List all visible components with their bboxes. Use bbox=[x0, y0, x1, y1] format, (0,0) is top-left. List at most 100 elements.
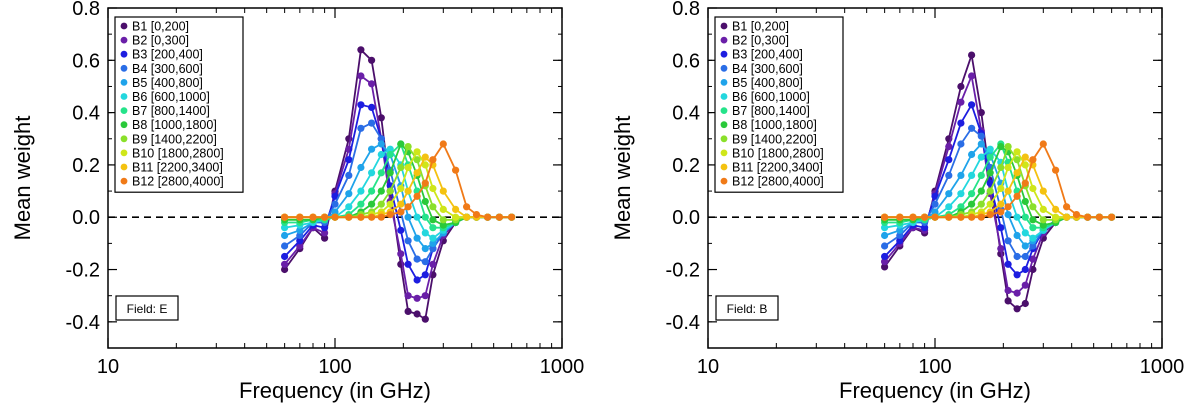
y-tick-label: 0.0 bbox=[672, 207, 700, 229]
data-point bbox=[1063, 203, 1071, 211]
data-point bbox=[421, 271, 429, 279]
legend-label: B5 [400,800] bbox=[732, 76, 803, 90]
data-point bbox=[986, 211, 994, 219]
data-point bbox=[429, 203, 437, 211]
data-point bbox=[977, 132, 985, 140]
series-5 bbox=[281, 140, 516, 253]
legend-label: B4 [300,600] bbox=[132, 62, 203, 76]
legend-label: B12 [2800,4000] bbox=[732, 175, 824, 189]
data-point bbox=[997, 163, 1005, 172]
data-point bbox=[968, 72, 976, 80]
legend-label: B4 [300,600] bbox=[732, 62, 803, 76]
legend-box bbox=[114, 16, 244, 193]
data-point bbox=[1029, 156, 1037, 164]
data-point bbox=[968, 200, 976, 208]
data-point bbox=[429, 216, 437, 224]
data-point bbox=[986, 153, 994, 161]
data-point bbox=[357, 46, 365, 54]
data-point bbox=[421, 213, 429, 221]
y-tick-label: 0.6 bbox=[72, 50, 100, 72]
data-point bbox=[296, 231, 304, 240]
data-point bbox=[439, 221, 447, 229]
legend-label: B2 [0,300] bbox=[132, 34, 189, 48]
legend-label: B6 [600,1000] bbox=[732, 90, 810, 104]
data-point bbox=[931, 200, 939, 208]
legend-label: B10 [1800,2800] bbox=[732, 146, 824, 160]
data-point bbox=[421, 292, 429, 300]
y-tick-label: 0.2 bbox=[672, 155, 700, 177]
x-tick-label: 10 bbox=[697, 356, 719, 378]
data-point bbox=[386, 150, 394, 159]
data-point bbox=[413, 255, 421, 263]
data-point bbox=[1029, 224, 1037, 232]
data-point bbox=[331, 200, 339, 208]
legend-label: B9 [1400,2200] bbox=[132, 132, 217, 146]
data-point bbox=[296, 213, 304, 221]
data-point bbox=[463, 203, 471, 211]
data-point bbox=[997, 143, 1005, 151]
data-point bbox=[881, 263, 889, 271]
data-point bbox=[345, 203, 353, 211]
data-point bbox=[368, 145, 376, 153]
legend-label: B10 [1800,2800] bbox=[132, 146, 224, 160]
data-point bbox=[495, 213, 503, 221]
data-point bbox=[357, 200, 365, 208]
data-point bbox=[368, 103, 376, 111]
data-point bbox=[1004, 237, 1012, 245]
legend: B1 [0,200]B2 [0,300]B3 [200,400]B4 [300,… bbox=[714, 16, 844, 193]
y-tick-label: -0.2 bbox=[66, 260, 100, 282]
series-12 bbox=[881, 140, 1116, 221]
data-point bbox=[1013, 305, 1021, 313]
data-point bbox=[421, 197, 429, 206]
data-point bbox=[1052, 213, 1060, 221]
y-tick-label: -0.2 bbox=[666, 260, 700, 282]
y-tick-label: -0.4 bbox=[66, 312, 100, 334]
chart-panel-1: -0.4 -0.2 0.0 0.2 0.4 0.6 0.8 10 100 1000 Frequenc… bbox=[10, 0, 584, 403]
data-point bbox=[1004, 297, 1012, 305]
data-point bbox=[404, 203, 412, 211]
data-point bbox=[281, 213, 289, 221]
data-point bbox=[945, 143, 953, 151]
data-point bbox=[1021, 242, 1029, 250]
legend-marker bbox=[720, 79, 728, 86]
y-tick-label: 0.8 bbox=[72, 0, 100, 20]
data-point bbox=[881, 213, 889, 221]
data-point bbox=[368, 119, 376, 127]
data-point bbox=[921, 224, 929, 232]
data-point bbox=[368, 56, 376, 64]
data-point bbox=[331, 208, 339, 216]
data-point bbox=[439, 187, 447, 195]
field-frame bbox=[715, 295, 779, 321]
legend-marker bbox=[720, 149, 728, 157]
data-point bbox=[1013, 169, 1021, 177]
data-point bbox=[386, 200, 394, 208]
legend-label: B8 [1000,1800] bbox=[132, 118, 217, 132]
data-point bbox=[377, 200, 385, 208]
data-point bbox=[397, 163, 405, 172]
series-12 bbox=[281, 140, 516, 221]
data-point bbox=[429, 156, 437, 164]
legend-marker bbox=[120, 107, 128, 114]
data-point bbox=[957, 98, 965, 106]
data-point bbox=[439, 205, 447, 213]
data-point bbox=[472, 211, 481, 219]
data-point bbox=[439, 140, 447, 148]
data-point bbox=[377, 169, 385, 177]
data-point bbox=[986, 145, 994, 153]
data-point bbox=[296, 226, 304, 234]
data-point bbox=[508, 213, 516, 221]
data-point bbox=[429, 245, 437, 253]
data-point bbox=[429, 234, 437, 242]
x-tick-label: 100 bbox=[918, 356, 951, 378]
data-point bbox=[429, 224, 437, 232]
data-point bbox=[931, 213, 939, 221]
data-point bbox=[986, 187, 994, 195]
legend-marker bbox=[120, 177, 128, 185]
legend-marker bbox=[120, 50, 128, 58]
data-point bbox=[345, 171, 353, 179]
data-point bbox=[1072, 211, 1081, 219]
data-point bbox=[377, 150, 385, 159]
field-label-box: Field: B bbox=[715, 295, 779, 321]
data-point bbox=[1021, 179, 1029, 187]
data-point bbox=[896, 237, 904, 245]
